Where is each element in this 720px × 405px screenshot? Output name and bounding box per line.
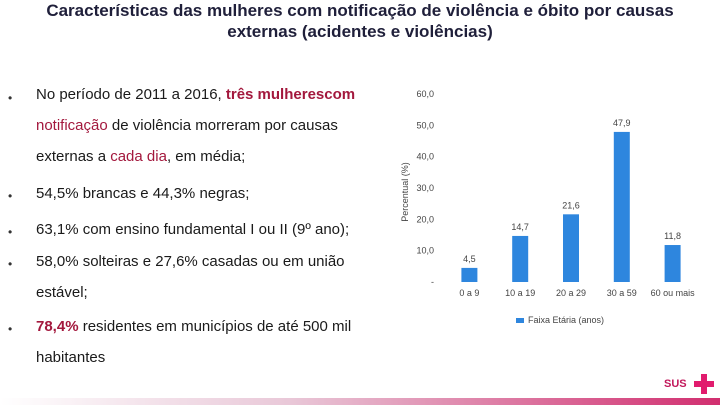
bullet-marker: •	[8, 91, 13, 105]
bars	[461, 131, 681, 282]
y-axis-label: Percentual (%)	[400, 162, 410, 222]
y-tick-label: 60,0	[416, 89, 434, 99]
bullet-marker: •	[8, 189, 13, 203]
x-tick-label: 60 ou mais	[651, 288, 696, 298]
y-tick-label: 30,0	[416, 183, 434, 193]
slide-title-line-1: Características das mulheres com notific…	[46, 1, 674, 20]
sus-logo: SUS	[664, 372, 716, 396]
x-tick-label: 30 a 59	[607, 288, 637, 298]
chart-canvas: Percentual (%) 60,0 50,0 40,0 30,0 20,0 10,0 -…	[400, 89, 695, 325]
y-tick-label: 40,0	[416, 152, 434, 162]
x-tick-label: 20 a 29	[556, 288, 586, 298]
legend-swatch	[516, 318, 524, 323]
x-axis-ticks: 0 a 9 10 a 19 20 a 29 30 a 59 60 ou mais	[459, 288, 695, 298]
bar	[613, 131, 630, 282]
bullet-1-line-1: No período de 2011 a 2016, três mulheres…	[36, 86, 356, 103]
bar	[461, 267, 478, 282]
bar-value-label: 4,5	[463, 254, 476, 264]
bullet-1-line-3: externas a cada dia, em média;	[36, 148, 246, 165]
footer-gradient-bar	[0, 398, 720, 405]
bullet-3-text: 63,1% com ensino fundamental I ou II (9º…	[36, 221, 350, 238]
cross-icon	[694, 374, 714, 394]
y-axis-ticks: 60,0 50,0 40,0 30,0 20,0 10,0 -	[416, 89, 434, 287]
bullet-marker: •	[8, 322, 13, 336]
bullet-5-line-1: 78,4% residentes em municípios de até 50…	[36, 318, 352, 335]
y-tick-label: 10,0	[416, 246, 434, 256]
bullet-5-line-2: habitantes	[36, 349, 106, 366]
y-tick-label: 20,0	[416, 214, 434, 224]
age-group-bar-chart: Percentual (%) 60,0 50,0 40,0 30,0 20,0 10,0 -…	[398, 82, 720, 342]
bar-value-label: 47,9	[613, 118, 631, 128]
legend: Faixa Etária (anos)	[516, 315, 604, 325]
legend-label: Faixa Etária (anos)	[528, 315, 604, 325]
bullet-2-text: 54,5% brancas e 44,3% negras;	[36, 185, 250, 202]
slide-title-line-2: externas (acidentes e violências)	[227, 22, 493, 41]
bar-value-label: 11,8	[664, 231, 681, 241]
slide-title: Características das mulheres com notific…	[0, 0, 720, 42]
x-tick-label: 10 a 19	[505, 288, 535, 298]
bullet-4-line-1: 58,0% solteiras e 27,6% casadas ou em un…	[36, 253, 345, 270]
bullet-marker: •	[8, 225, 13, 239]
bar-value-label: 21,6	[562, 200, 580, 210]
sus-logo-text: SUS	[664, 378, 687, 390]
bullet-1-line-2: notificação de violência morreram por ca…	[36, 117, 338, 134]
y-tick-label: -	[431, 277, 434, 287]
bar-value-label: 14,7	[511, 222, 529, 232]
bar-data-labels: 4,5 14,7 21,6 47,9 11,8	[463, 118, 681, 264]
y-tick-label: 50,0	[416, 120, 434, 130]
bar	[664, 245, 681, 282]
bar	[563, 214, 579, 282]
x-tick-label: 0 a 9	[459, 288, 479, 298]
bar	[512, 235, 529, 282]
bullet-marker: •	[8, 257, 13, 271]
bullet-4-line-2: estável;	[36, 284, 88, 301]
